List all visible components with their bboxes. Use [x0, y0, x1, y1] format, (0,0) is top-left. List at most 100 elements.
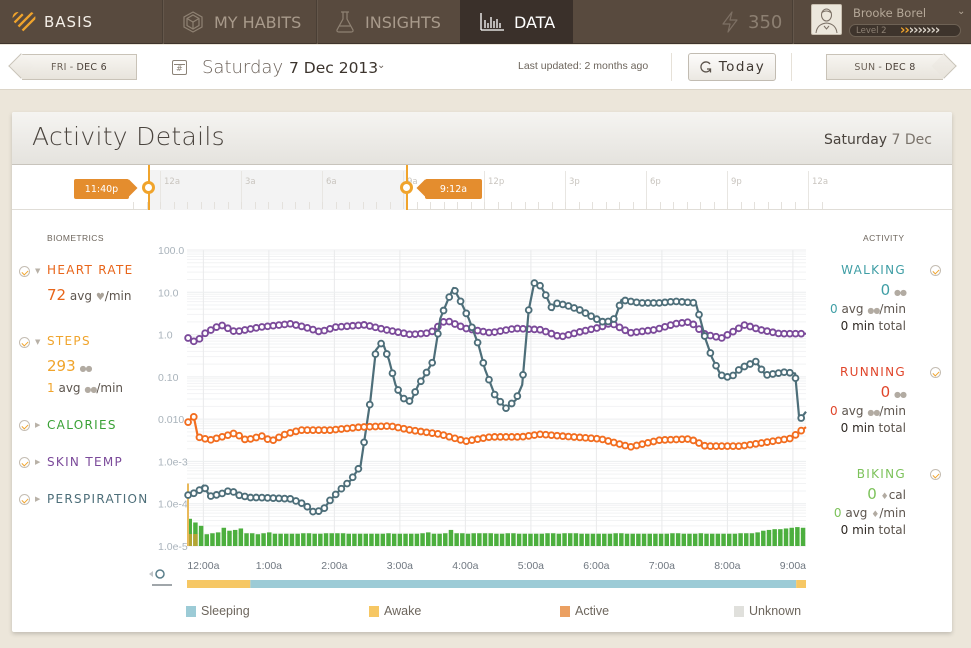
today-label: Today	[718, 59, 766, 75]
steps-bar	[238, 528, 244, 546]
previous-day-button[interactable]: FRI - DEC 6	[22, 54, 137, 80]
calendar-icon[interactable]	[172, 60, 187, 75]
series-point-perspiration	[439, 306, 448, 315]
series-point-perspiration	[456, 297, 465, 306]
series-point-perspiration	[365, 400, 374, 409]
timeline-tick	[254, 202, 256, 209]
timeline-selected-range[interactable]	[149, 170, 407, 210]
timeline-start-dot[interactable]	[142, 181, 155, 194]
next-day-button[interactable]: SUN - DEC 8	[826, 54, 943, 80]
steps-value: 293	[47, 357, 76, 375]
timeline-hour-line	[727, 171, 728, 205]
caret-right-icon[interactable]: ▶	[35, 458, 41, 466]
timeline-tick	[740, 202, 742, 209]
awake-overlay-bar	[193, 534, 198, 546]
activity-running-stats: RUNNING 0 ●● 0 avg ●●/min 0 min total	[830, 365, 907, 435]
steps-bar	[380, 533, 386, 546]
steps-bar	[624, 533, 630, 546]
series-point-perspiration	[785, 368, 794, 377]
series-point-perspiration	[189, 489, 198, 498]
caret-right-icon[interactable]: ▶	[35, 421, 41, 429]
chevron-down-icon[interactable]: ⌄	[957, 6, 966, 17]
steps-bar	[789, 527, 794, 546]
avg-label: avg	[58, 381, 81, 395]
scroll-handle[interactable]	[152, 584, 172, 586]
series-point-perspiration	[734, 366, 743, 374]
steps-bar	[329, 533, 334, 546]
steps-bar	[556, 533, 562, 546]
y-tick-label: 100.0	[158, 245, 184, 257]
steps-bar	[772, 529, 777, 546]
running-steps: 0	[880, 383, 891, 401]
steps-bar	[357, 533, 363, 546]
legend-label: Unknown	[749, 604, 802, 618]
checkbox-skin-temp[interactable]	[19, 457, 30, 468]
cube-icon	[183, 11, 203, 33]
series-point-perspiration	[547, 303, 556, 312]
caret-down-icon[interactable]: ▼	[35, 267, 41, 275]
divider	[671, 53, 672, 81]
steps-bar	[471, 533, 476, 546]
checkbox-biking[interactable]	[930, 469, 941, 480]
steps-bar	[698, 533, 704, 546]
tab-data[interactable]: DATA	[460, 0, 573, 44]
steps-bar	[255, 534, 261, 546]
points-counter[interactable]: 350	[720, 0, 782, 44]
checkbox-perspiration[interactable]	[19, 494, 30, 505]
x-tick-label: 12:00a	[187, 560, 219, 572]
series-point-perspiration	[422, 368, 431, 377]
tab-my-habits[interactable]: MY HABITS	[182, 0, 301, 44]
timeline-tick	[376, 202, 377, 209]
walking-total: 0	[840, 319, 849, 333]
current-date[interactable]: 7 Dec 2013	[289, 59, 379, 77]
total-unit: min	[852, 421, 875, 435]
checkbox-running[interactable]	[930, 367, 941, 378]
sleep-toggle-icon[interactable]	[155, 569, 165, 579]
checkbox-steps[interactable]	[19, 337, 30, 348]
nav-divider	[792, 0, 793, 44]
series-point-perspiration	[451, 286, 459, 295]
timeline-end-dot[interactable]	[400, 181, 413, 194]
caret-down-icon[interactable]: ▼	[35, 338, 41, 346]
caret-left-icon[interactable]	[149, 571, 153, 577]
activity-chart[interactable]: 100.0 10.0 1.0 0.10 0.010 1.0e-3 1.0e-4 1.0e-5 1…	[12, 112, 952, 632]
activity-title: ACTIVITY	[863, 233, 905, 243]
footsteps-icon: ●●	[894, 288, 907, 297]
timeline-tick	[349, 202, 350, 209]
checkbox-calories[interactable]	[19, 420, 30, 431]
timeline-hour-label: 12a	[812, 177, 829, 187]
series-point-perspiration	[201, 484, 209, 493]
checkbox-heart-rate[interactable]	[19, 266, 30, 277]
timeline-hour-line	[241, 171, 242, 205]
tab-label: INSIGHTS	[365, 12, 441, 32]
y-tick-label: 1.0e-3	[158, 456, 188, 468]
lightning-icon	[722, 11, 738, 33]
tab-insights[interactable]: INSIGHTS	[335, 0, 441, 44]
chevron-down-icon[interactable]: ⌄	[377, 60, 386, 71]
timeline-end-flag[interactable]: 9:12a	[425, 179, 482, 199]
steps-bar	[403, 533, 408, 546]
today-button[interactable]: Today	[688, 53, 776, 81]
brand-logo[interactable]: BASIS	[12, 0, 93, 44]
timeline-scrubber[interactable]: 12a 3a 6a 9a 12p 3p 6p 9p 12a 11:40p 9:12a	[12, 165, 952, 210]
steps-bar	[414, 533, 420, 546]
brand-name: BASIS	[44, 13, 94, 31]
timeline-tick	[389, 202, 391, 209]
steps-avg-value: 1	[47, 381, 55, 395]
steps-bar	[528, 533, 533, 546]
timeline-start-flag[interactable]: 11:40p	[74, 179, 129, 199]
series-point-perspiration	[519, 370, 527, 379]
series-point-perspiration	[388, 369, 397, 378]
current-weekday[interactable]: Saturday	[202, 57, 284, 78]
avatar[interactable]	[811, 4, 842, 35]
caret-right-icon[interactable]: ▶	[35, 495, 41, 503]
series-point-perspiration	[751, 357, 760, 366]
y-tick-label: 1.0e-5	[158, 541, 188, 553]
heart-icon: ♥	[95, 292, 105, 303]
steps-bar	[579, 533, 584, 546]
checkbox-walking[interactable]	[930, 265, 941, 276]
total-unit: min	[852, 319, 875, 333]
series-point-skin-temp	[223, 324, 232, 333]
steps-bar	[647, 533, 652, 546]
steps-bar	[244, 533, 249, 546]
